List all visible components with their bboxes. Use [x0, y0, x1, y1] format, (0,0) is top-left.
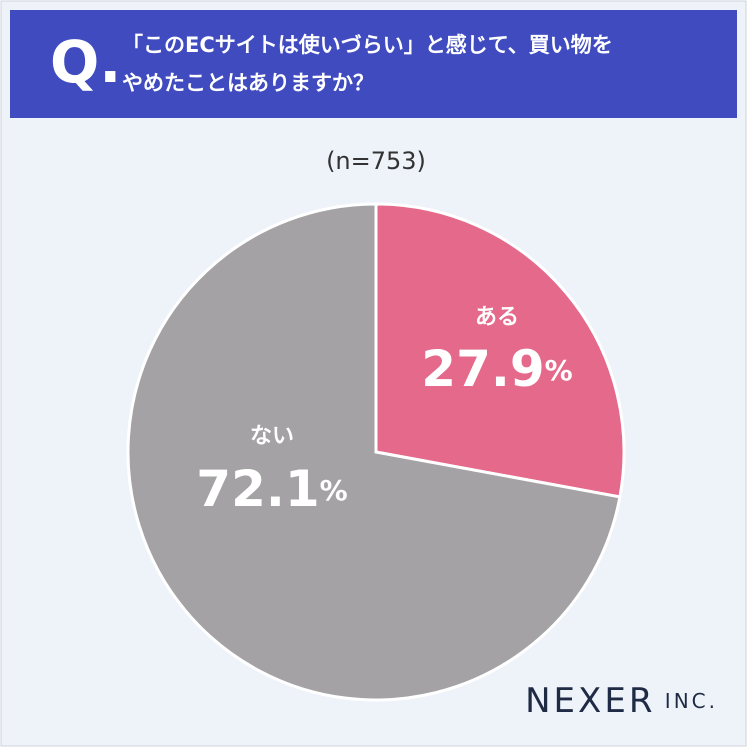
subtitle: (n=753) — [326, 147, 426, 175]
question-label: Q. — [50, 28, 121, 96]
category-label: ある — [475, 305, 519, 330]
title-line: やめたことはありますか？ — [122, 71, 374, 95]
title-line: 「このECサイトは使いづらい」と感じて、買い物を — [122, 33, 613, 57]
value-label: 72.1% — [196, 460, 347, 518]
header-band — [10, 10, 737, 118]
pie-slice — [126, 202, 622, 702]
pie: ある 27.9% ない 72.1% — [126, 202, 626, 702]
value-label: 27.9% — [421, 340, 572, 398]
brand: NEXER INC. — [525, 681, 718, 721]
category-label: ない — [250, 424, 294, 449]
pie-slice — [374, 202, 626, 499]
